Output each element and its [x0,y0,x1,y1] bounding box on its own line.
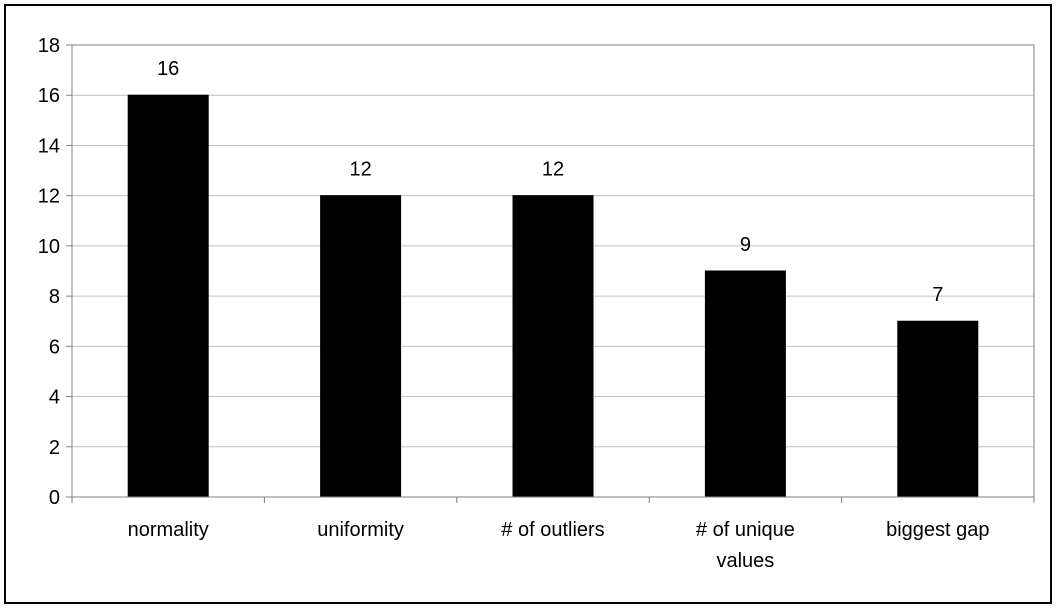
data-label: 9 [740,234,751,256]
x-tick-label: uniformity [317,519,404,541]
data-label: 7 [932,284,943,306]
x-tick-label: # of unique [696,519,795,541]
bars [127,94,979,498]
labels: 0 2 4 6 8 10 12 14 16 18 16 normality 12 uniformity 12… [38,35,990,572]
y-tick-label: 12 [38,186,60,208]
y-tick-label: 6 [49,336,60,358]
bar [127,94,209,498]
y-tick-label: 16 [38,85,60,107]
data-label: 16 [157,58,179,80]
y-tick-label: 8 [49,286,60,308]
bar [512,195,594,498]
bar [704,270,786,498]
x-tick-label: values [716,550,774,572]
x-tick-label: biggest gap [886,519,989,541]
bar [320,195,402,498]
axes [66,44,1035,503]
bar [897,320,979,498]
y-tick-label: 10 [38,236,60,258]
y-tick-label: 0 [49,487,60,509]
data-label: 12 [349,159,371,181]
bar-chart: 0 2 4 6 8 10 12 14 16 18 16 normality 12 uniformity 12… [38,35,1035,572]
y-tick-label: 18 [38,35,60,57]
y-tick-label: 2 [49,437,60,459]
x-tick-label: normality [128,519,209,541]
data-label: 12 [542,159,564,181]
x-tick-label: # of outliers [501,519,604,541]
chart-frame: 0 2 4 6 8 10 12 14 16 18 16 normality 12 uniformity 12… [4,4,1052,604]
y-tick-label: 4 [49,387,60,409]
y-tick-label: 14 [38,135,60,157]
